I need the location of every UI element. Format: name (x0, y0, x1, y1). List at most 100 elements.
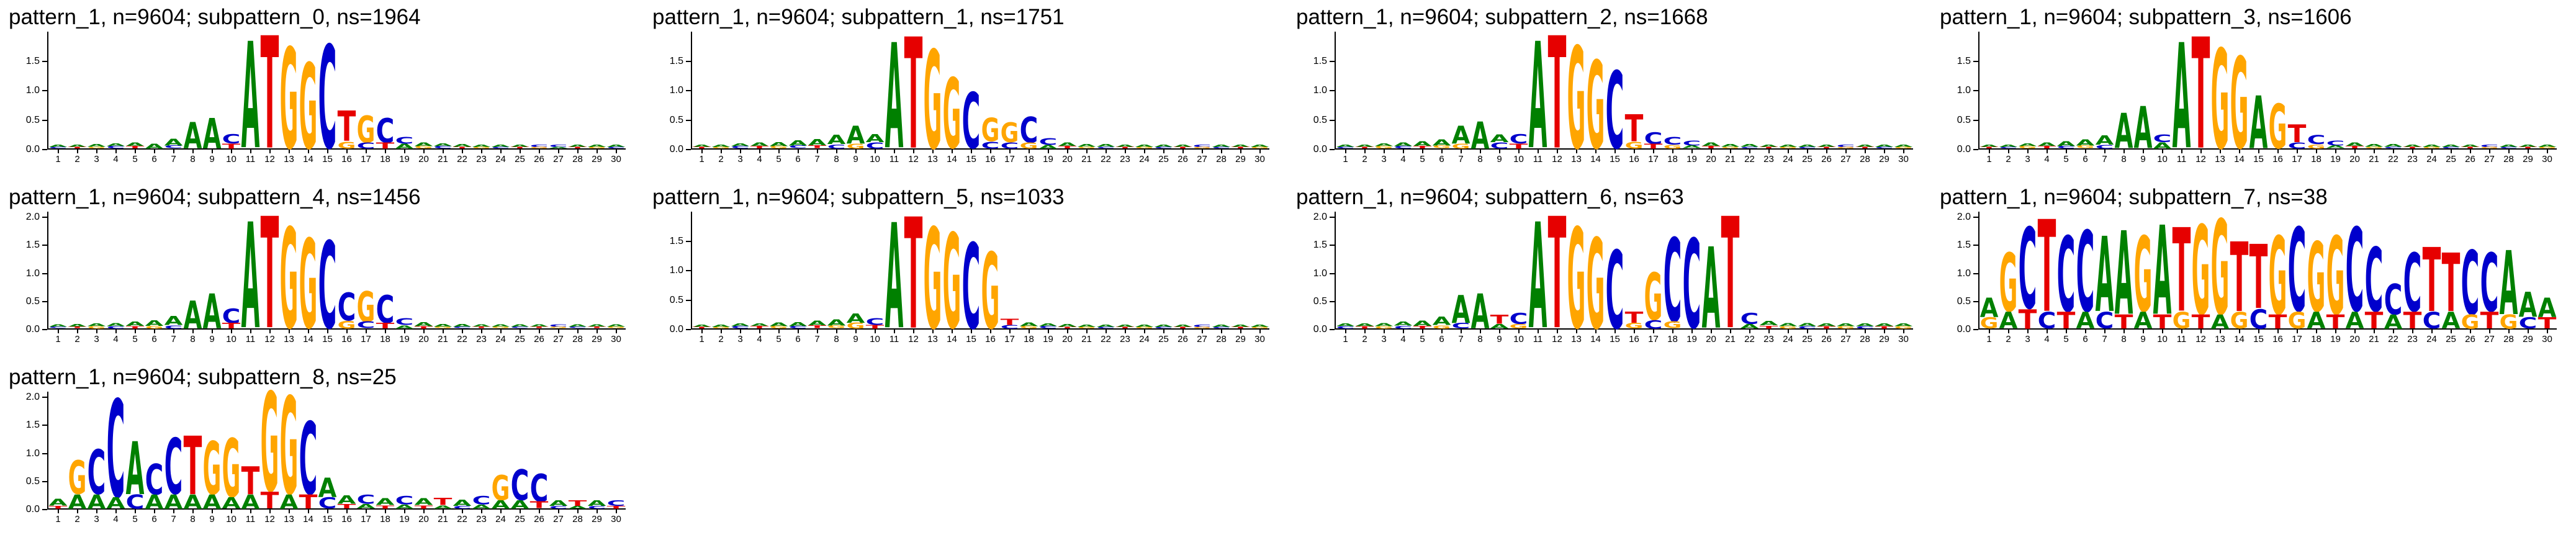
logo-letter-A: A (68, 323, 88, 328)
sequence-logo-panel-2: pattern_1, n=9604; subpattern_2, ns=1668… (1287, 0, 1931, 184)
svg-text:A: A (2134, 307, 2153, 334)
x-tick-label: 14 (2234, 334, 2245, 345)
svg-text:A: A (1336, 323, 1356, 327)
logo-letter-A: A (569, 505, 588, 510)
x-tick-label: 27 (2484, 154, 2495, 165)
logo-letter-A: A (1039, 144, 1058, 150)
x-tick-label: 18 (1667, 334, 1678, 345)
x-tick-mark (2065, 330, 2067, 334)
svg-text:T: T (1510, 143, 1528, 150)
x-tick: 3 (2018, 150, 2037, 164)
x-tick-mark (57, 150, 59, 154)
logo-letter-T: T (2230, 222, 2249, 334)
logo-letter-A: A (1760, 144, 1779, 148)
x-tick-label: 13 (1571, 154, 1582, 165)
svg-text:C: C (2403, 236, 2422, 330)
x-tick: 25 (1154, 330, 1173, 344)
logo-letter-T: T (1760, 146, 1779, 150)
x-tick-label: 5 (132, 334, 138, 345)
svg-text:C: C (1001, 324, 1019, 330)
svg-text:A: A (1798, 322, 1817, 328)
x-tick: 6 (145, 330, 164, 344)
svg-text:G: G (2307, 222, 2326, 334)
x-tick: 25 (2441, 150, 2461, 164)
logo-letter-T: T (434, 496, 453, 508)
svg-text:C: C (511, 326, 529, 329)
logo-letter-G: G (1837, 326, 1855, 330)
svg-text:T: T (1721, 186, 1740, 364)
logo-letter-G: G (1567, 19, 1586, 181)
svg-text:T: T (530, 326, 549, 329)
x-tick-mark (288, 150, 290, 154)
x-tick-mark (1518, 330, 1520, 334)
x-tick-label: 4 (113, 334, 119, 345)
svg-text:T: T (1413, 146, 1433, 150)
x-tick-mark (500, 150, 502, 154)
x-tick-label: 22 (1101, 334, 1111, 345)
svg-text:T: T (2153, 311, 2172, 333)
logo-letter-C: C (1020, 110, 1038, 151)
x-tick-mark (1845, 150, 1847, 154)
logo-letter-C: C (222, 304, 241, 328)
svg-text:A: A (2211, 311, 2230, 333)
y-tick: 1.5 (26, 56, 47, 67)
logo-letter-C: C (2057, 215, 2076, 335)
x-tick-mark (2373, 150, 2375, 154)
logo-letter-A: A (2115, 104, 2133, 160)
x-tick: 28 (1212, 330, 1231, 344)
x-tick-mark (2546, 330, 2548, 334)
x-tick-label: 21 (1725, 334, 1736, 345)
x-tick-label: 26 (1821, 334, 1832, 345)
logo-letter-A: A (885, 14, 904, 182)
logo-letter-T: T (569, 146, 588, 150)
svg-text:A: A (2173, 14, 2191, 182)
x-tick: 3 (87, 510, 106, 524)
logo-letter-C: C (1394, 146, 1413, 150)
x-tick-label: 11 (889, 154, 899, 165)
x-tick-mark (307, 150, 309, 154)
logo-letter-C: C (731, 146, 750, 150)
svg-text:A: A (1741, 143, 1760, 148)
logo-letter-A: A (49, 144, 68, 148)
logo-letter-A: A (750, 323, 770, 327)
x-tick: 11 (1528, 330, 1547, 344)
y-tick: 1.5 (1313, 240, 1335, 251)
logo-letter-A: A (472, 144, 492, 148)
y-axis: 0.0 0.5 1.0 1.5 2.0 (1940, 212, 1978, 335)
svg-text:T: T (1856, 146, 1875, 150)
svg-text:T: T (693, 326, 712, 330)
logo-letter-A: A (2423, 144, 2442, 148)
x-tick-mark (615, 510, 617, 514)
x-tick-label: 9 (209, 154, 215, 165)
x-tick: 19 (1038, 330, 1058, 344)
svg-text:A: A (1375, 322, 1394, 328)
y-tick-label: 1.0 (669, 85, 683, 96)
logo-letter-C: C (1856, 326, 1875, 330)
x-tick: 23 (2403, 330, 2422, 344)
svg-text:C: C (2365, 230, 2384, 332)
logo-letter-A: A (415, 497, 433, 508)
logo-letter-G: G (2365, 146, 2384, 150)
x-tick: 27 (1836, 150, 1855, 164)
x-tick-label: 21 (1725, 154, 1736, 165)
logo-letter-G: G (847, 143, 865, 150)
x-tick: 17 (356, 330, 376, 344)
logo-letter-C: C (866, 141, 885, 150)
svg-text:C: C (789, 145, 808, 149)
x-tick: 12 (2191, 150, 2210, 164)
x-tick-label: 12 (908, 154, 919, 165)
svg-text:C: C (88, 438, 106, 508)
x-tick: 29 (1231, 330, 1250, 344)
x-tick: 30 (2538, 150, 2557, 164)
x-tick-label: 9 (2140, 154, 2146, 165)
svg-text:A: A (88, 323, 107, 327)
